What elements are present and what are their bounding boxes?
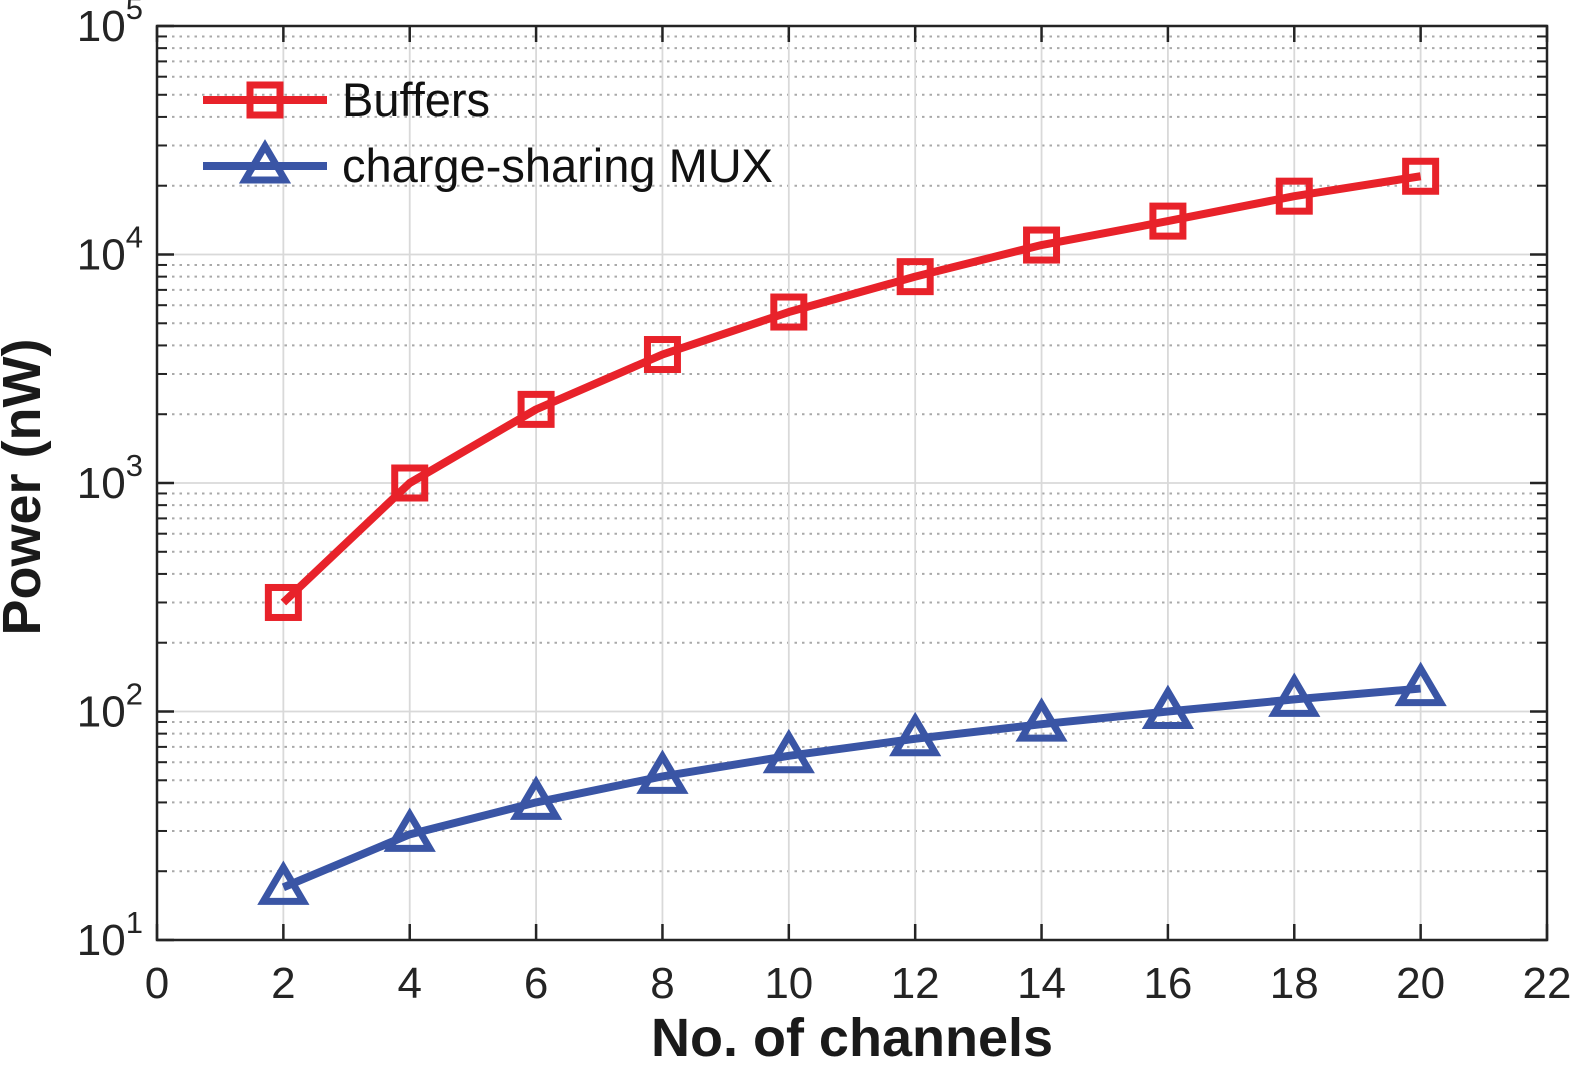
triangle-data-marker (1015, 697, 1068, 742)
x-axis-label: No. of channels (651, 1008, 1053, 1068)
triangle-data-marker (636, 749, 689, 794)
x-tick-label: 22 (1523, 959, 1572, 1008)
legend-triangle-marker-icon (238, 139, 292, 184)
square-data-marker (1402, 157, 1440, 195)
x-tick-label: 18 (1270, 959, 1319, 1008)
x-tick-label: 10 (764, 959, 813, 1008)
square-data-marker (1023, 226, 1061, 264)
triangle-data-marker (762, 728, 815, 774)
x-tick-label: 20 (1396, 959, 1445, 1008)
y-tick-label: 103 (77, 448, 143, 508)
triangle-data-marker (1394, 661, 1447, 707)
square-data-marker (391, 464, 429, 502)
x-tick-label: 2 (271, 959, 295, 1008)
y-tick-label: 102 (77, 677, 143, 737)
series-line-charge-sharing-mux (281, 684, 1421, 892)
square-data-marker (770, 293, 808, 331)
triangle-data-marker (257, 860, 310, 905)
legend-label-charge-sharing-mux: charge-sharing MUX (342, 139, 773, 192)
triangle-data-marker (889, 711, 942, 757)
legend-label-buffers: Buffers (342, 73, 490, 126)
y-tick-label: 105 (77, 0, 143, 51)
x-tick-label: 6 (524, 959, 548, 1008)
square-data-marker (517, 390, 555, 428)
x-tick-label: 4 (397, 959, 421, 1008)
legend-item-buffers: Buffers (203, 73, 490, 126)
plot-border (155, 24, 1549, 942)
x-tick-label: 12 (891, 959, 940, 1008)
legend: Buffers charge-sharing MUX (203, 73, 773, 192)
square-data-marker (1275, 177, 1313, 215)
legend-square-marker-icon (246, 81, 284, 119)
triangle-data-marker (383, 807, 436, 852)
x-tick-label: 14 (1017, 959, 1066, 1008)
x-tick-label: 0 (145, 959, 169, 1008)
data-series-layer (257, 157, 1447, 905)
square-data-marker (896, 258, 934, 296)
triangle-data-marker (1268, 672, 1321, 717)
x-tick-label: 16 (1143, 959, 1192, 1008)
triangle-data-marker (509, 775, 563, 820)
x-tick-label: 8 (650, 959, 674, 1008)
series-line-buffers (280, 172, 1422, 606)
square-data-marker (1149, 202, 1187, 240)
square-data-marker (264, 583, 302, 621)
legend-item-charge-sharing-mux: charge-sharing MUX (203, 139, 773, 192)
triangle-data-marker (1141, 684, 1195, 729)
tick-labels: 101 102 103 104 105 0 2 4 6 8 10 12 14 16 18 20 22 (77, 0, 1572, 1008)
y-tick-label: 104 (77, 220, 143, 280)
square-data-marker (643, 336, 681, 374)
y-tick-label: 101 (77, 905, 143, 965)
y-axis-label: Power (nW) (0, 339, 52, 636)
